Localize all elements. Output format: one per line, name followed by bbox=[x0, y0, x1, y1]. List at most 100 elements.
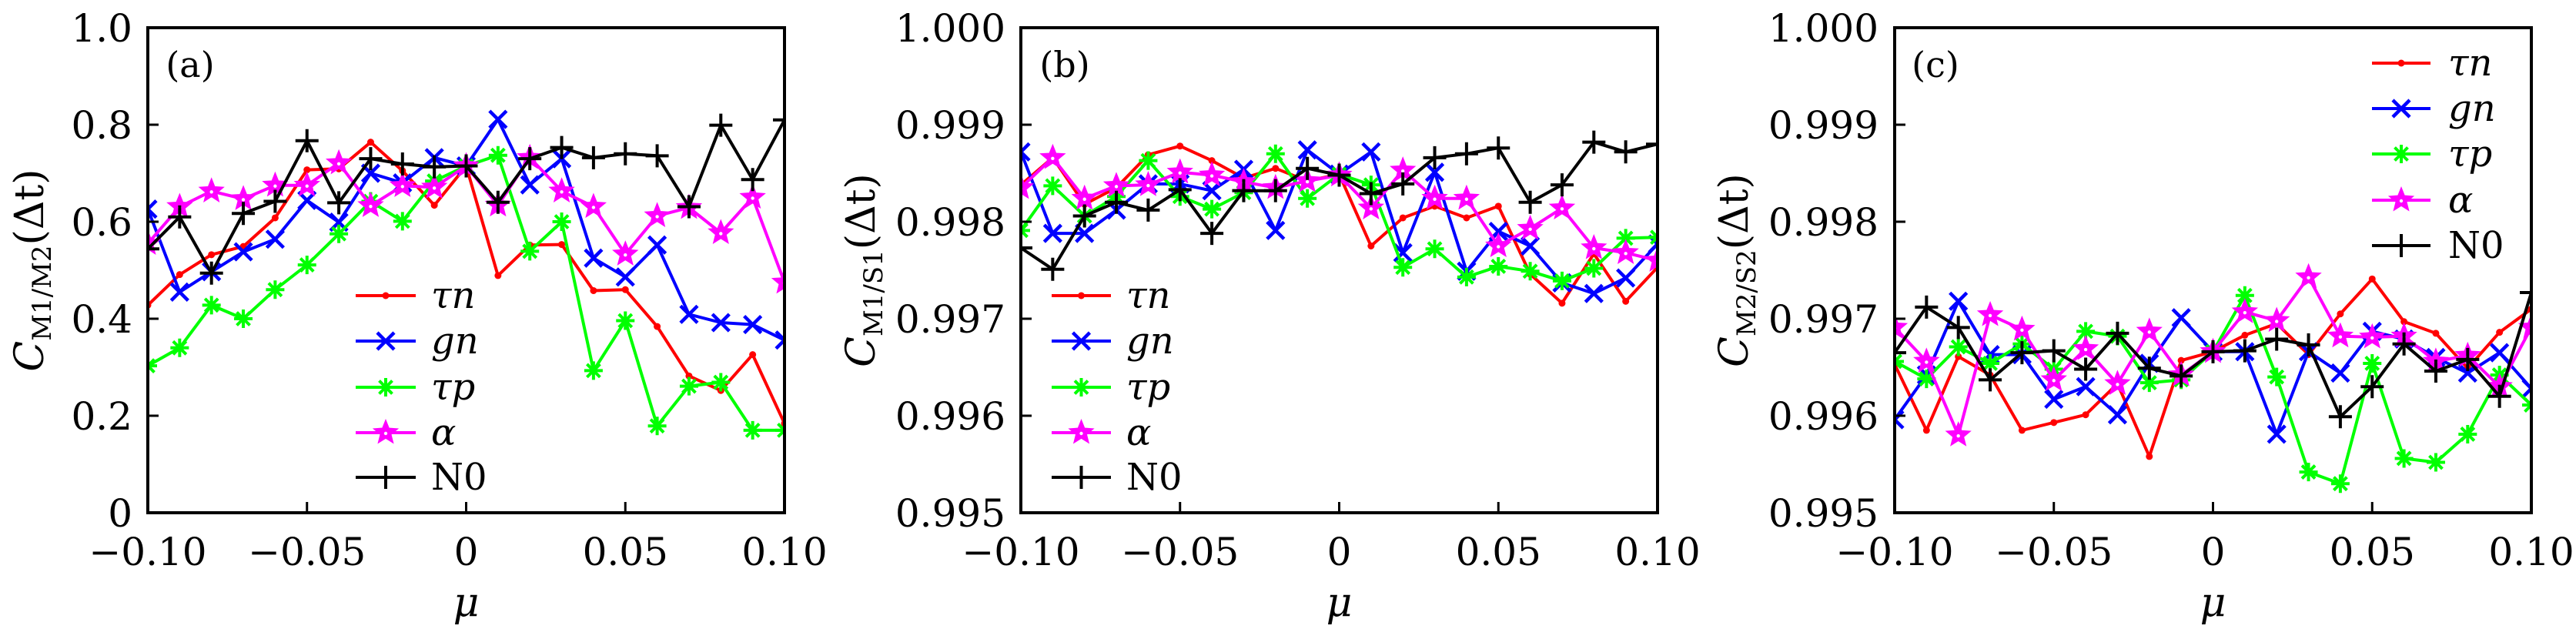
data-point-marker bbox=[1139, 151, 1158, 170]
data-point-marker bbox=[2018, 427, 2026, 434]
legend-marker bbox=[1069, 466, 1093, 489]
data-point-marker bbox=[2106, 321, 2129, 345]
star-center bbox=[2275, 320, 2279, 323]
legend-item-gn: gn bbox=[1052, 320, 1174, 363]
data-point-marker bbox=[558, 241, 566, 249]
data-point-marker bbox=[454, 154, 478, 178]
data-point-marker bbox=[2241, 331, 2249, 339]
data-point-marker bbox=[2337, 310, 2344, 318]
star-center bbox=[1433, 197, 1437, 201]
data-point-marker bbox=[271, 214, 279, 222]
data-point-marker bbox=[327, 191, 351, 215]
series-N0 bbox=[148, 108, 785, 285]
legend-label: τn bbox=[431, 274, 475, 317]
data-point-marker bbox=[2042, 339, 2066, 363]
data-point-marker bbox=[2146, 453, 2153, 460]
data-point-marker bbox=[1946, 316, 1970, 340]
data-point-marker bbox=[303, 166, 311, 174]
y-tick-label: 0.2 bbox=[71, 394, 132, 439]
data-point-marker bbox=[2263, 306, 2290, 333]
x-tick-label: 0.10 bbox=[1614, 530, 1700, 574]
data-point-marker bbox=[148, 237, 159, 261]
data-point-marker bbox=[1915, 295, 1939, 319]
data-point-marker bbox=[774, 330, 785, 350]
data-point-marker bbox=[1393, 258, 1413, 277]
data-point-marker bbox=[2327, 322, 2354, 348]
data-point-marker bbox=[2490, 343, 2510, 363]
star-center bbox=[305, 184, 309, 188]
legend-item-τp: τp bbox=[1052, 366, 1170, 409]
y-tick-label: 0.6 bbox=[71, 200, 132, 245]
legend-item-α: α bbox=[2372, 179, 2473, 222]
legend-marker bbox=[382, 292, 390, 299]
legend-marker bbox=[2392, 145, 2410, 163]
data-point-marker bbox=[420, 173, 448, 199]
y-axis-subscript: M1/M2 bbox=[27, 245, 58, 340]
data-point-marker bbox=[644, 202, 671, 228]
legend-marker bbox=[372, 418, 400, 444]
data-point-marker bbox=[1071, 184, 1098, 210]
data-point-marker bbox=[293, 171, 320, 197]
legend-label: N0 bbox=[1126, 456, 1183, 499]
data-point-marker bbox=[1039, 143, 1066, 169]
x-axis-title: μ bbox=[1326, 580, 1353, 626]
data-point-marker bbox=[148, 199, 158, 219]
data-point-marker bbox=[1913, 347, 1940, 373]
star-center bbox=[1401, 169, 1405, 173]
legend-item-gn: gn bbox=[2372, 87, 2496, 130]
star-center bbox=[1178, 171, 1182, 175]
panel-b: −0.10 −0.05 0 0.05 0.10 0.995 0.996 0.997 0.998 0… bbox=[838, 6, 1701, 626]
data-point-marker bbox=[2368, 275, 2376, 283]
data-point-marker bbox=[1072, 204, 1096, 228]
y-tick-label: 0.995 bbox=[1768, 491, 1878, 536]
star-center bbox=[2370, 336, 2374, 340]
legend-label: α bbox=[1126, 411, 1151, 454]
data-point-marker bbox=[2177, 356, 2185, 364]
y-axis-subscript: M1/S1 bbox=[858, 249, 889, 336]
legend-label: τp bbox=[431, 366, 475, 409]
panel-label: (a) bbox=[166, 44, 214, 85]
x-tick-label: −0.05 bbox=[1995, 530, 2113, 574]
legend-label: τp bbox=[2448, 132, 2492, 176]
data-point-marker bbox=[709, 113, 733, 137]
data-point-marker bbox=[1453, 184, 1480, 210]
data-point-marker bbox=[168, 205, 192, 229]
data-point-marker bbox=[2359, 323, 2386, 349]
data-point-marker bbox=[1581, 233, 1607, 259]
y-tick-label: 0.999 bbox=[1768, 103, 1878, 148]
legend-label: α bbox=[431, 411, 456, 454]
star-center bbox=[1146, 183, 1150, 188]
data-point-marker bbox=[677, 195, 701, 219]
legend-label: N0 bbox=[2448, 224, 2504, 267]
legend-item-τn: τn bbox=[1052, 274, 1170, 317]
data-point-marker bbox=[1043, 176, 1062, 196]
data-point-marker bbox=[325, 149, 353, 175]
data-point-marker bbox=[1955, 353, 1962, 360]
data-point-marker bbox=[1393, 243, 1413, 263]
y-tick-label: 0.996 bbox=[1768, 394, 1878, 439]
y-tick-label: 0.998 bbox=[1768, 200, 1878, 245]
data-point-marker bbox=[265, 229, 285, 249]
data-point-marker bbox=[1367, 243, 1375, 249]
x-tick-label: −0.10 bbox=[1835, 530, 1953, 574]
data-point-marker bbox=[2171, 308, 2191, 328]
plot-area bbox=[148, 108, 785, 440]
data-point-marker bbox=[1646, 132, 1658, 156]
data-point-marker bbox=[1042, 223, 1062, 243]
data-point-marker bbox=[1614, 140, 1638, 164]
data-point-marker bbox=[366, 139, 374, 146]
data-point-marker bbox=[430, 202, 438, 209]
data-point-marker bbox=[1622, 297, 1630, 305]
data-point-marker bbox=[1550, 173, 1574, 197]
data-point-marker bbox=[2107, 405, 2128, 425]
y-tick-label: 0.998 bbox=[895, 200, 1005, 245]
data-point-marker bbox=[2400, 318, 2408, 326]
legend-label: gn bbox=[431, 320, 479, 363]
y-axis-symbol: C bbox=[838, 336, 885, 367]
data-point-marker bbox=[494, 272, 502, 279]
data-point-marker bbox=[1945, 421, 1972, 447]
data-point-marker bbox=[1359, 182, 1383, 206]
data-point-marker bbox=[1949, 291, 1969, 311]
